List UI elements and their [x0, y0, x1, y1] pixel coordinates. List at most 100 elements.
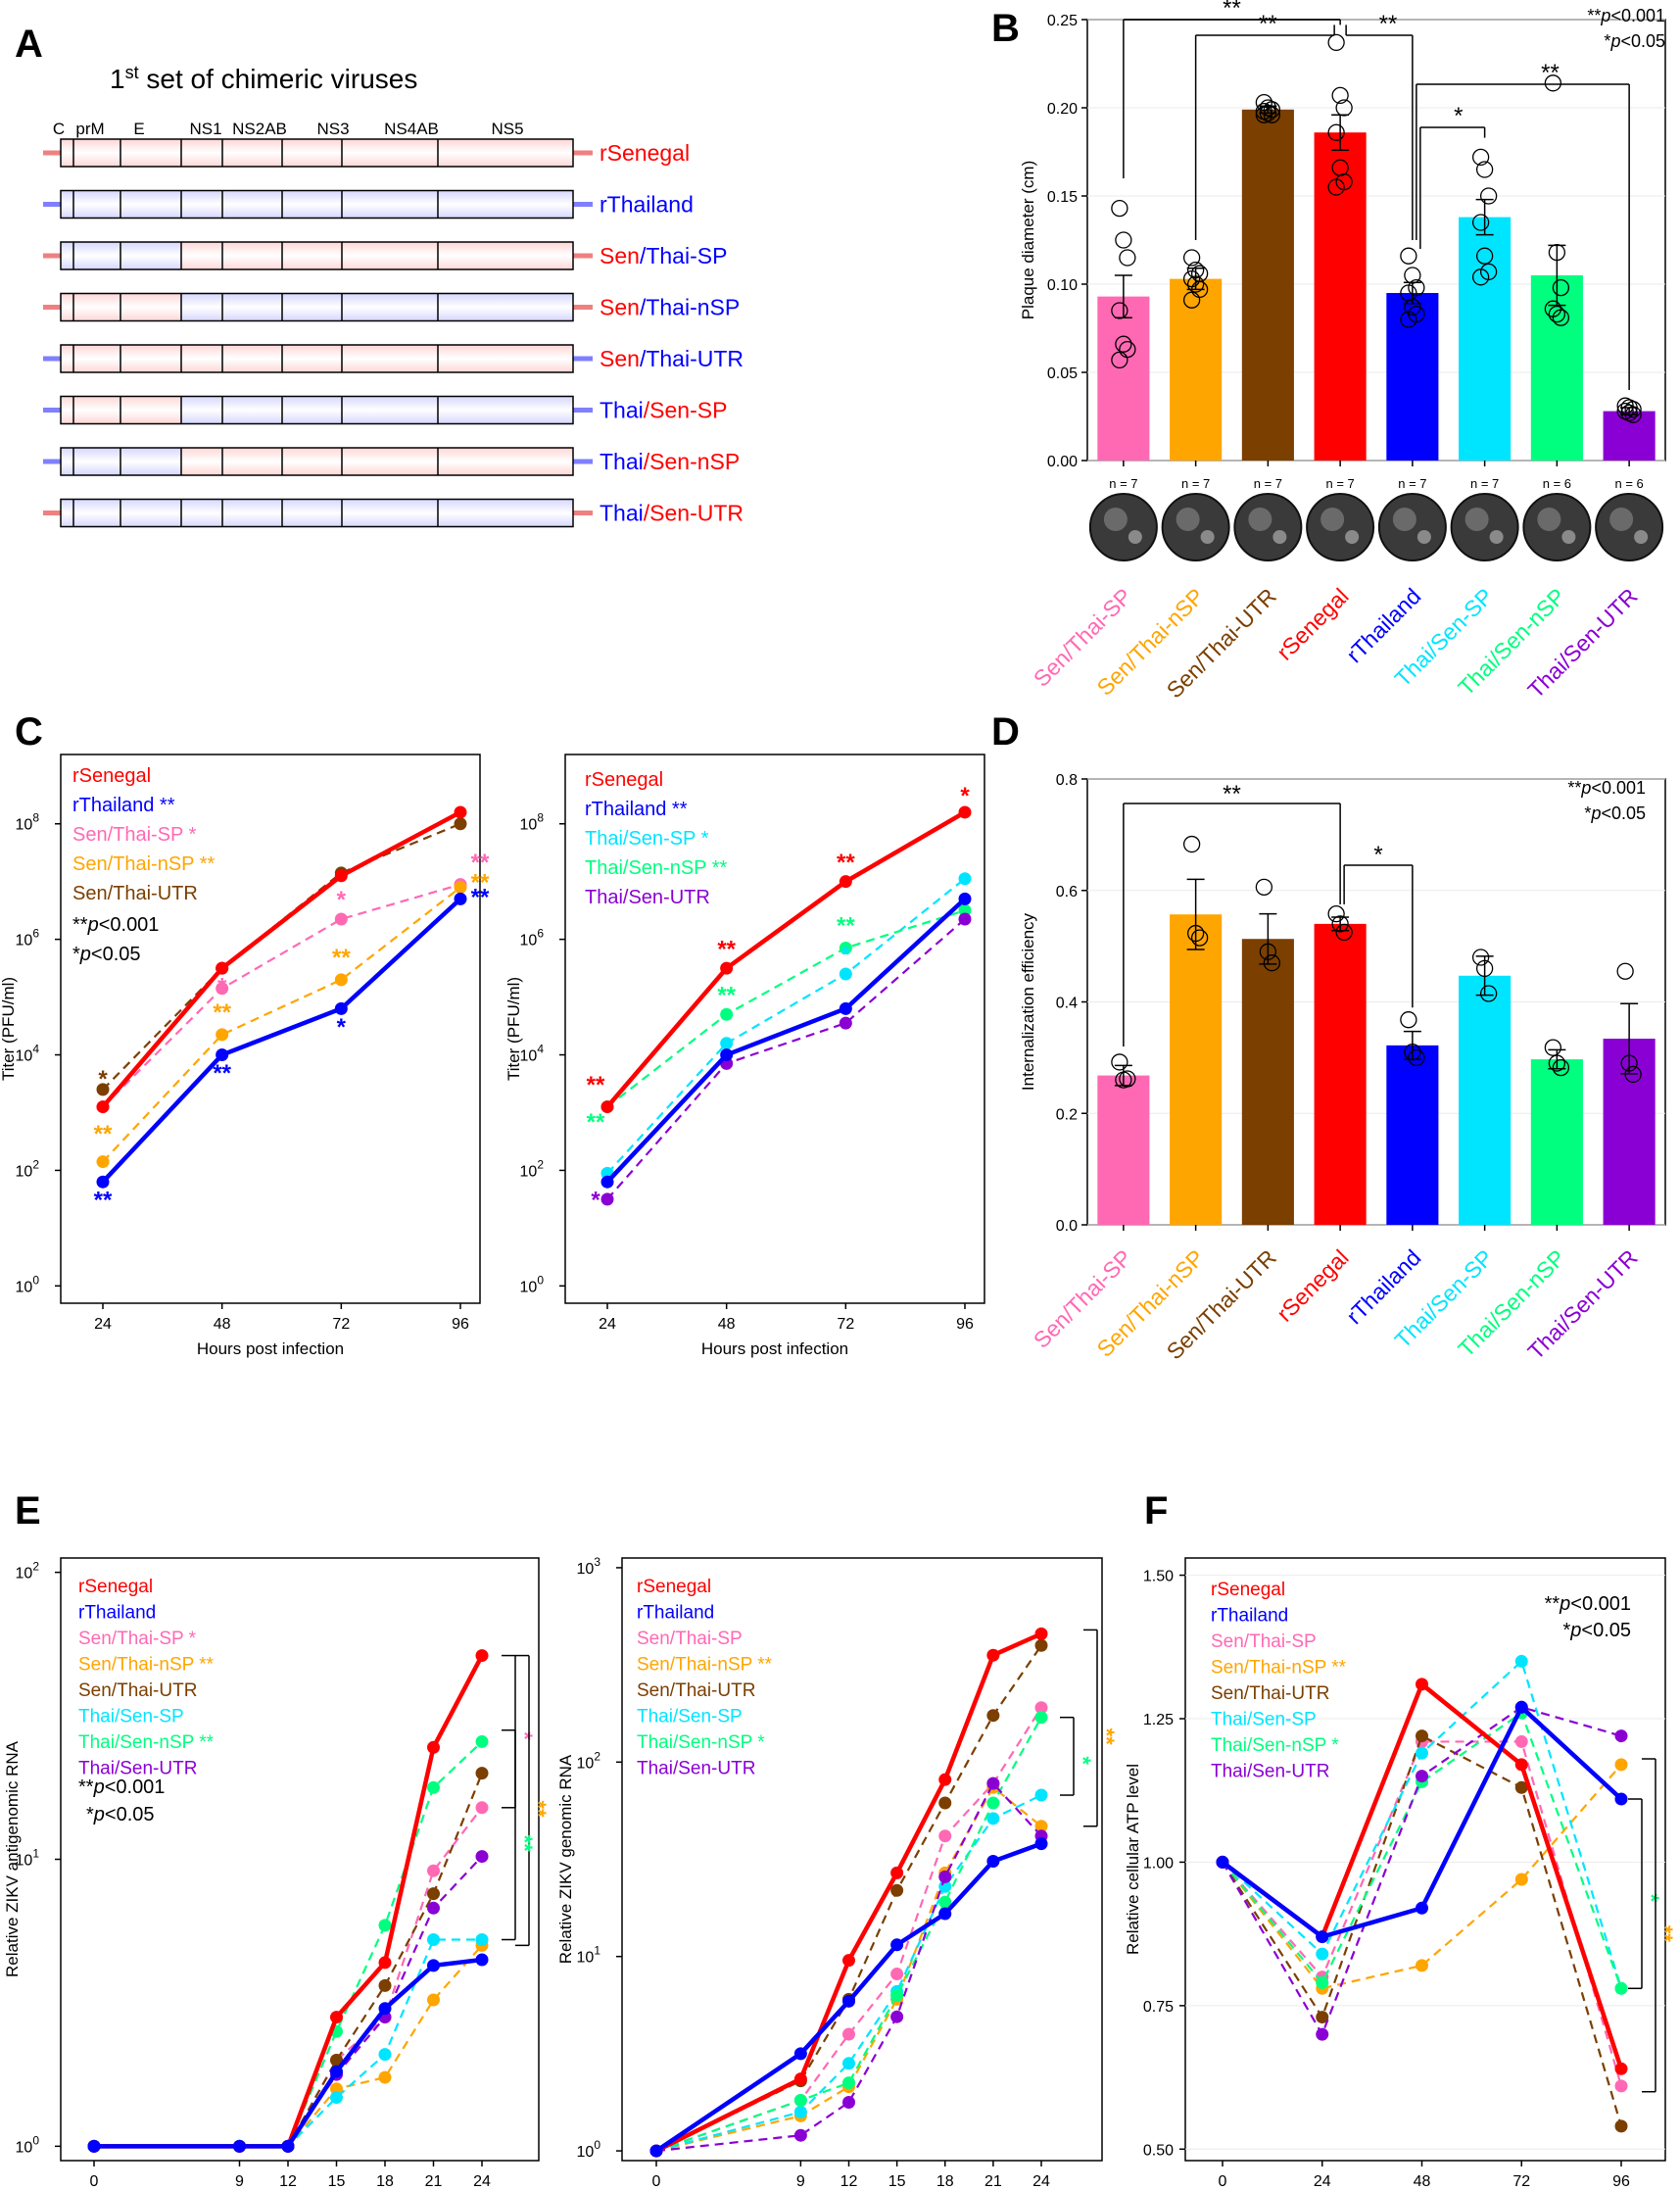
- bar-sen-thai-utr: [1241, 939, 1294, 1225]
- data-point: [1331, 86, 1349, 105]
- x-tick-label: 72: [332, 1316, 350, 1333]
- data-point: [1255, 106, 1273, 123]
- y-tick-label: 0.4: [1056, 996, 1078, 1012]
- y-tick-label: 0.10: [1047, 277, 1078, 294]
- y-tick-label: 100: [520, 1273, 545, 1295]
- genome-segment: [61, 499, 73, 527]
- bar-thai-sen-sp: [1459, 975, 1512, 1225]
- genome-segment: [222, 448, 282, 475]
- y-tick-label: 0.6: [1056, 884, 1078, 900]
- genome-segment: [222, 139, 282, 167]
- y-tick-label: 100: [16, 1273, 40, 1295]
- data-point: [427, 1959, 440, 1972]
- genome-segment: [438, 345, 573, 372]
- construct-label: Thai/Sen-UTR: [600, 501, 744, 526]
- data-point: [890, 1866, 904, 1879]
- data-point: [1263, 954, 1281, 972]
- genome-segment: [438, 139, 573, 167]
- significance-legend: **p<0.001: [1545, 1593, 1631, 1615]
- data-point: [1475, 161, 1494, 178]
- plaque-spot: [1609, 508, 1634, 531]
- genome-segment: [342, 190, 438, 219]
- significance-legend: **p<0.001: [1567, 778, 1646, 798]
- genome-segment: [222, 190, 282, 219]
- data-point: [1471, 949, 1490, 966]
- y-tick-label: 0.8: [1056, 772, 1078, 789]
- sig-mark: **: [1379, 11, 1398, 37]
- point-mark: **: [94, 1188, 113, 1214]
- legend-entry: Thai/Sen-nSP *: [637, 1732, 765, 1753]
- legend-entry: rThailand: [1211, 1606, 1288, 1627]
- genome-segment: [181, 139, 222, 167]
- chart-D: 0.0 0.2 0.4 0.6 0.8 Internalization efficienc…: [1019, 772, 1666, 1364]
- x-tick-label: 24: [94, 1316, 112, 1333]
- data-point: [1544, 1039, 1562, 1056]
- data-point: [890, 2010, 904, 2023]
- legend-entry: rThailand: [637, 1603, 714, 1624]
- bar-rsenegal: [1314, 923, 1367, 1225]
- data-point: [1400, 1011, 1417, 1029]
- data-point: [1552, 278, 1570, 297]
- x-tick-label: 96: [1612, 2173, 1630, 2190]
- data-point: [793, 2105, 807, 2118]
- genome-outline: [60, 189, 574, 219]
- data-point: [986, 1796, 1000, 1810]
- data-point: [1034, 1837, 1048, 1851]
- data-point: [1614, 1758, 1628, 1772]
- data-point: [1316, 2027, 1329, 2041]
- data-point: [986, 1648, 1000, 1662]
- y-tick-label: 0.00: [1047, 454, 1078, 470]
- data-point: [1552, 1058, 1570, 1077]
- genome-segment: [73, 190, 120, 219]
- significance-legend: **p<0.001: [78, 1776, 165, 1798]
- data-point: [1034, 1820, 1048, 1833]
- data-point: [475, 1767, 489, 1780]
- series-line-sen-thai-nsp: [1222, 1764, 1622, 1990]
- plaque-spot: [1176, 508, 1200, 531]
- bar-rthailand: [1386, 293, 1439, 461]
- n-label: n = 6: [1543, 476, 1571, 491]
- data-point: [378, 2070, 392, 2084]
- genome-segment: [222, 242, 282, 269]
- legend-entry: Sen/Thai-SP: [637, 1629, 743, 1649]
- y-axis-label: Relative cellular ATP level: [1124, 1764, 1142, 1955]
- legend-entry: rSenegal: [78, 1577, 153, 1597]
- legend-entry: rThailand **: [72, 795, 175, 816]
- data-point: [1335, 923, 1353, 942]
- x-tick-label: 48: [214, 1316, 231, 1333]
- y-tick-label: 100: [16, 2133, 40, 2156]
- construct-row: Thai/Sen-SP: [43, 395, 727, 425]
- data-point: [1263, 106, 1281, 123]
- point-mark: *: [591, 1188, 600, 1214]
- genome-segment: [222, 345, 282, 372]
- data-point: [1614, 1981, 1628, 1995]
- y-tick-label: 103: [577, 1555, 601, 1578]
- genome-segment: [282, 242, 342, 269]
- x-tick-label: 24: [1314, 2173, 1331, 2190]
- series-line-thai-sen-sp: [94, 1938, 482, 2148]
- series-line-sen-thai-nsp: [102, 886, 461, 1163]
- y-axis-label: Internalization efficiency: [1019, 912, 1037, 1091]
- genome-outline: [60, 241, 574, 270]
- data-point: [1255, 878, 1273, 896]
- sig-mark: **: [1541, 60, 1560, 86]
- data-point: [1259, 943, 1277, 960]
- n-label: n = 7: [1398, 476, 1426, 491]
- genome-segment: [222, 396, 282, 424]
- legend-entry: Sen/Thai-UTR: [637, 1680, 755, 1701]
- x-tick-label: 96: [452, 1316, 469, 1333]
- construct-row: rSenegal: [43, 138, 690, 168]
- series-line-thai-sen-nsp: [94, 1740, 483, 2148]
- data-point: [1400, 311, 1417, 328]
- genome-outline: [60, 395, 574, 425]
- x-tick-label: 18: [936, 2173, 954, 2190]
- y-axis-label: Plaque diameter (cm): [1019, 161, 1037, 320]
- data-point: [1614, 2079, 1628, 2093]
- y-tick-label: 106: [520, 927, 545, 949]
- x-axis-label: Hours post infection: [701, 1339, 848, 1358]
- data-point: [1034, 1701, 1048, 1715]
- point-mark: *: [841, 942, 851, 968]
- panel-letter-E: E: [15, 1489, 41, 1533]
- plot-frame: [621, 1557, 1103, 2162]
- genome-segment: [120, 139, 181, 167]
